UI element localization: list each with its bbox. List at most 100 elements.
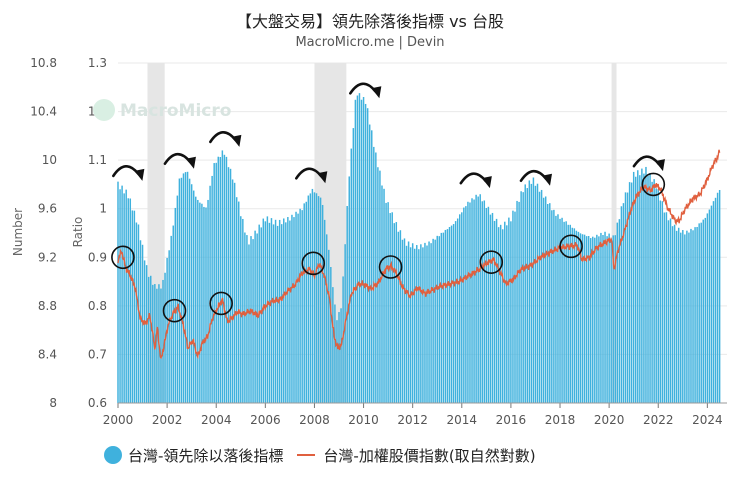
bar (579, 233, 582, 403)
bar (702, 219, 704, 403)
bar (497, 227, 500, 403)
left-tick-label: 9.6 (38, 202, 57, 216)
bar (639, 175, 641, 403)
bar (364, 103, 367, 403)
bar (442, 232, 445, 403)
watermark-logo-icon (93, 99, 115, 121)
bar (450, 225, 453, 403)
bar (270, 218, 273, 403)
x-tick-label: 2016 (496, 413, 527, 427)
bar (117, 181, 119, 403)
bar (407, 241, 410, 403)
left-tick-label: 10.8 (30, 56, 57, 70)
bar (649, 173, 651, 403)
bar (481, 201, 483, 403)
highlight-circle (162, 298, 187, 323)
bar (174, 207, 177, 403)
bar (276, 225, 279, 403)
bar (563, 221, 565, 403)
bar (716, 192, 719, 403)
bar (162, 279, 164, 403)
bar (293, 217, 295, 403)
bar (643, 173, 645, 403)
bar (287, 217, 289, 403)
bar (456, 218, 459, 403)
bar (557, 214, 559, 403)
bar (518, 201, 520, 403)
x-tick-label: 2020 (594, 413, 625, 427)
bar (217, 156, 220, 403)
bar (413, 248, 416, 403)
bar (391, 212, 393, 403)
bar (487, 206, 490, 403)
bar (416, 245, 418, 403)
index-line (117, 149, 721, 360)
bar (512, 210, 514, 403)
bar (325, 234, 328, 403)
bar (598, 236, 600, 403)
bar (606, 236, 608, 403)
bar (332, 287, 334, 403)
right-tick-label: 0.6 (88, 396, 107, 410)
bar (432, 238, 434, 403)
bar (213, 163, 215, 403)
bar (434, 239, 436, 403)
bar (350, 148, 353, 403)
bar (301, 210, 303, 403)
bar (516, 200, 518, 403)
bar (622, 203, 625, 403)
bar (524, 184, 526, 403)
bar (526, 188, 529, 403)
bar (235, 197, 238, 403)
bar (608, 233, 610, 403)
right-tick-label: 1 (99, 202, 107, 216)
arrow-head (371, 86, 382, 99)
bar (129, 198, 132, 403)
bar (405, 245, 408, 403)
bar (160, 288, 162, 403)
right-tick-label: 0.8 (88, 299, 107, 313)
bar (256, 233, 258, 403)
bar (303, 203, 305, 403)
bar (616, 222, 619, 403)
turn-arrow (209, 131, 242, 147)
highlight-circle (378, 255, 403, 279)
legend-item-line[interactable]: 台灣-加權股價指數(取自然對數) (297, 445, 536, 466)
bar (555, 215, 557, 403)
x-tick-label: 2022 (643, 413, 674, 427)
bar (233, 182, 236, 403)
bar (667, 220, 670, 403)
bar (561, 217, 563, 403)
x-tick-label: 2024 (692, 413, 723, 427)
bar (594, 237, 596, 403)
bar (305, 201, 308, 403)
bar (411, 243, 414, 403)
x-tick-label: 2008 (299, 413, 330, 427)
bar (295, 211, 297, 403)
x-tick-label: 2010 (348, 413, 379, 427)
watermark: MacroMicro (93, 99, 231, 121)
bar (379, 170, 381, 403)
bar (641, 168, 643, 403)
bar (152, 284, 154, 403)
bar (297, 213, 299, 403)
bar (323, 219, 326, 403)
bar (278, 219, 281, 403)
turn-arrow (349, 82, 382, 99)
highlight-circle (111, 245, 135, 270)
bar (444, 229, 447, 403)
bar (626, 192, 629, 403)
highlight-circle (479, 250, 504, 274)
left-tick-label: 8 (49, 396, 57, 410)
bar (551, 210, 553, 403)
turn-arrow (632, 155, 665, 172)
highlight-circle (209, 291, 233, 316)
bar (182, 173, 185, 403)
bar (360, 99, 363, 404)
bar (479, 194, 481, 403)
turn-arrow (295, 167, 328, 184)
bar (690, 228, 692, 403)
bar (475, 194, 477, 403)
bar (567, 224, 569, 403)
legend-item-bars[interactable]: 台灣-領先除以落後指標 (104, 445, 283, 466)
